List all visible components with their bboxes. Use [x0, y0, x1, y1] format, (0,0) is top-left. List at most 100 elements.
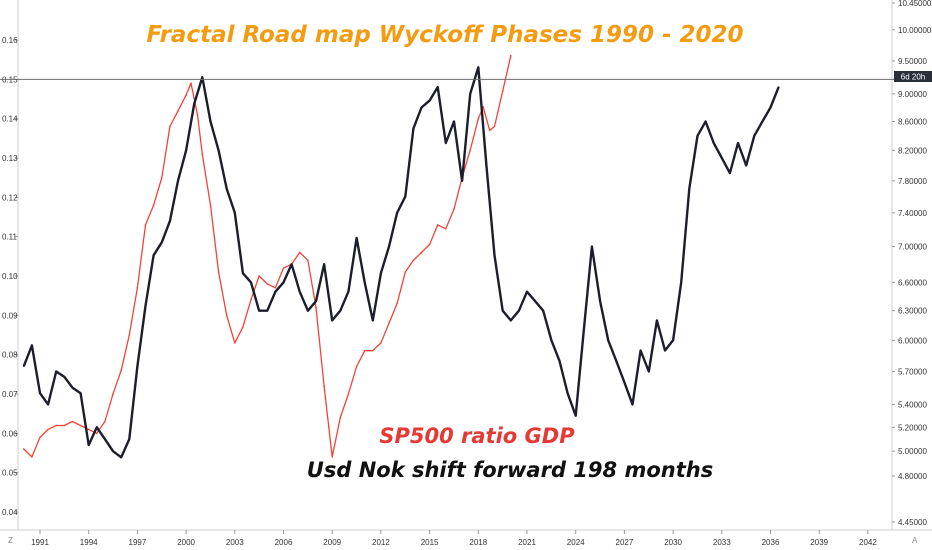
- usdnok-point: [380, 272, 382, 275]
- usdnok-point: [209, 120, 212, 123]
- x-axis: 1991 1994 1997 2000 2003 2006 2009 2012 2015 2018…: [0, 529, 932, 547]
- sp500-point: [209, 204, 212, 206]
- usdnok-point: [87, 444, 90, 446]
- sp500-point: [161, 176, 163, 179]
- badge-label: 6d 20h: [901, 73, 925, 82]
- usdnok-point: [461, 180, 463, 182]
- right-tick-label: 5.00000: [898, 447, 927, 456]
- x-tick-label: 2015: [421, 538, 439, 547]
- x-tick-label: 2033: [713, 538, 731, 547]
- sp500-point: [234, 342, 236, 344]
- sp500-point: [47, 428, 49, 431]
- right-tick-label: 8.60000: [898, 117, 927, 126]
- usdnok-point: [558, 360, 561, 362]
- usdnok-point: [518, 309, 520, 312]
- usdnok-point: [217, 149, 220, 152]
- usdnok-point: [526, 290, 528, 293]
- sp500-point: [258, 275, 260, 277]
- usdnok-point: [623, 381, 626, 384]
- sp500-point: [420, 251, 423, 254]
- chart-title: Fractal Road map Wyckoff Phases 1990 - 2…: [146, 22, 743, 48]
- usdnok-point: [534, 300, 536, 302]
- x-tick-label: 2021: [518, 538, 536, 547]
- usdnok-point: [777, 86, 780, 88]
- sp500-point: [79, 424, 82, 427]
- sp500-point: [428, 243, 431, 246]
- left-tick-label: 0.05: [2, 469, 18, 478]
- usdnok-point: [152, 254, 155, 257]
- usdnok-point: [347, 290, 350, 293]
- sp500-point: [266, 283, 269, 285]
- sp500-point: [469, 149, 472, 151]
- series-layer: [22, 54, 780, 459]
- left-tick-label: 0.04: [2, 508, 18, 517]
- usdnok-point: [96, 426, 98, 429]
- usdnok-point: [469, 93, 472, 95]
- usdnok-point: [128, 438, 131, 440]
- x-tick-label: 2006: [275, 538, 293, 547]
- right-tick-label: 5.40000: [898, 400, 927, 409]
- usdnok-point: [745, 164, 747, 167]
- sp500-point: [112, 393, 114, 395]
- sp500-point: [152, 204, 155, 206]
- usdnok-point: [550, 339, 553, 342]
- sp500-point: [488, 129, 491, 132]
- usdnok-point: [753, 135, 756, 137]
- right-tick-label: 5.70000: [898, 367, 927, 376]
- right-tick-label: 4.80000: [898, 472, 927, 481]
- usdnok-point: [445, 142, 447, 144]
- usdnok-point: [315, 300, 317, 302]
- sp500-point: [201, 153, 204, 155]
- left-tick-label: 0.10: [2, 272, 18, 281]
- sp500-point: [144, 224, 147, 226]
- usdnok-point: [307, 309, 309, 312]
- usdnok-point: [355, 237, 358, 239]
- annotation-sp500: SP500 ratio GDP: [379, 424, 575, 448]
- sp500-point: [177, 110, 179, 112]
- usdnok-point: [250, 281, 252, 284]
- usdnok-point: [258, 309, 260, 312]
- x-tick-label: 2018: [469, 538, 487, 547]
- left-tick-label: 0.11: [2, 233, 18, 242]
- current-value-badge: 6d 20h: [894, 71, 932, 82]
- x-tick-label: 1994: [80, 538, 98, 547]
- left-tick-label: 0.14: [2, 115, 18, 124]
- sp500-point: [225, 314, 228, 317]
- usdnok-point: [193, 103, 195, 105]
- sp500-point: [282, 267, 285, 269]
- sp500-point: [196, 113, 199, 116]
- usdnok-point: [420, 106, 423, 109]
- usdnok-point: [656, 319, 658, 322]
- usdnok-point: [274, 290, 277, 293]
- sp500-point: [71, 420, 74, 423]
- usdnok-point: [761, 120, 764, 123]
- usdnok-point: [290, 263, 293, 266]
- usdnok-point: [631, 403, 634, 406]
- sp500-point: [388, 322, 390, 325]
- left-tick-label: 0.06: [2, 429, 18, 438]
- left-tick-label: 0.07: [2, 390, 18, 399]
- usdnok-point: [574, 414, 577, 417]
- usdnok-point: [112, 450, 114, 453]
- sp500-point: [436, 224, 439, 226]
- right-tick-label: 7.40000: [898, 209, 927, 218]
- left-tick-label: 0.13: [2, 154, 18, 163]
- sp500-point: [298, 251, 301, 254]
- usdnok-point: [161, 241, 163, 244]
- usdnok-point: [672, 339, 674, 342]
- usdnok-point: [331, 319, 334, 322]
- sp500-point: [274, 287, 277, 289]
- x-tick-label: 2003: [226, 538, 244, 547]
- sp500-point: [136, 287, 139, 289]
- x-tick-label: 2042: [859, 538, 877, 547]
- sp500-point: [169, 125, 171, 128]
- usdnok-point: [477, 66, 480, 69]
- right-tick-label: 8.20000: [898, 146, 927, 155]
- usdnok-point: [79, 392, 82, 395]
- x-tick-label: 2009: [323, 538, 341, 547]
- x-tick-label: 2024: [567, 538, 585, 547]
- usdnok-point: [704, 120, 707, 123]
- annotation-usdnok: Usd Nok shift forward 198 months: [307, 458, 713, 482]
- sp500-point: [23, 448, 25, 450]
